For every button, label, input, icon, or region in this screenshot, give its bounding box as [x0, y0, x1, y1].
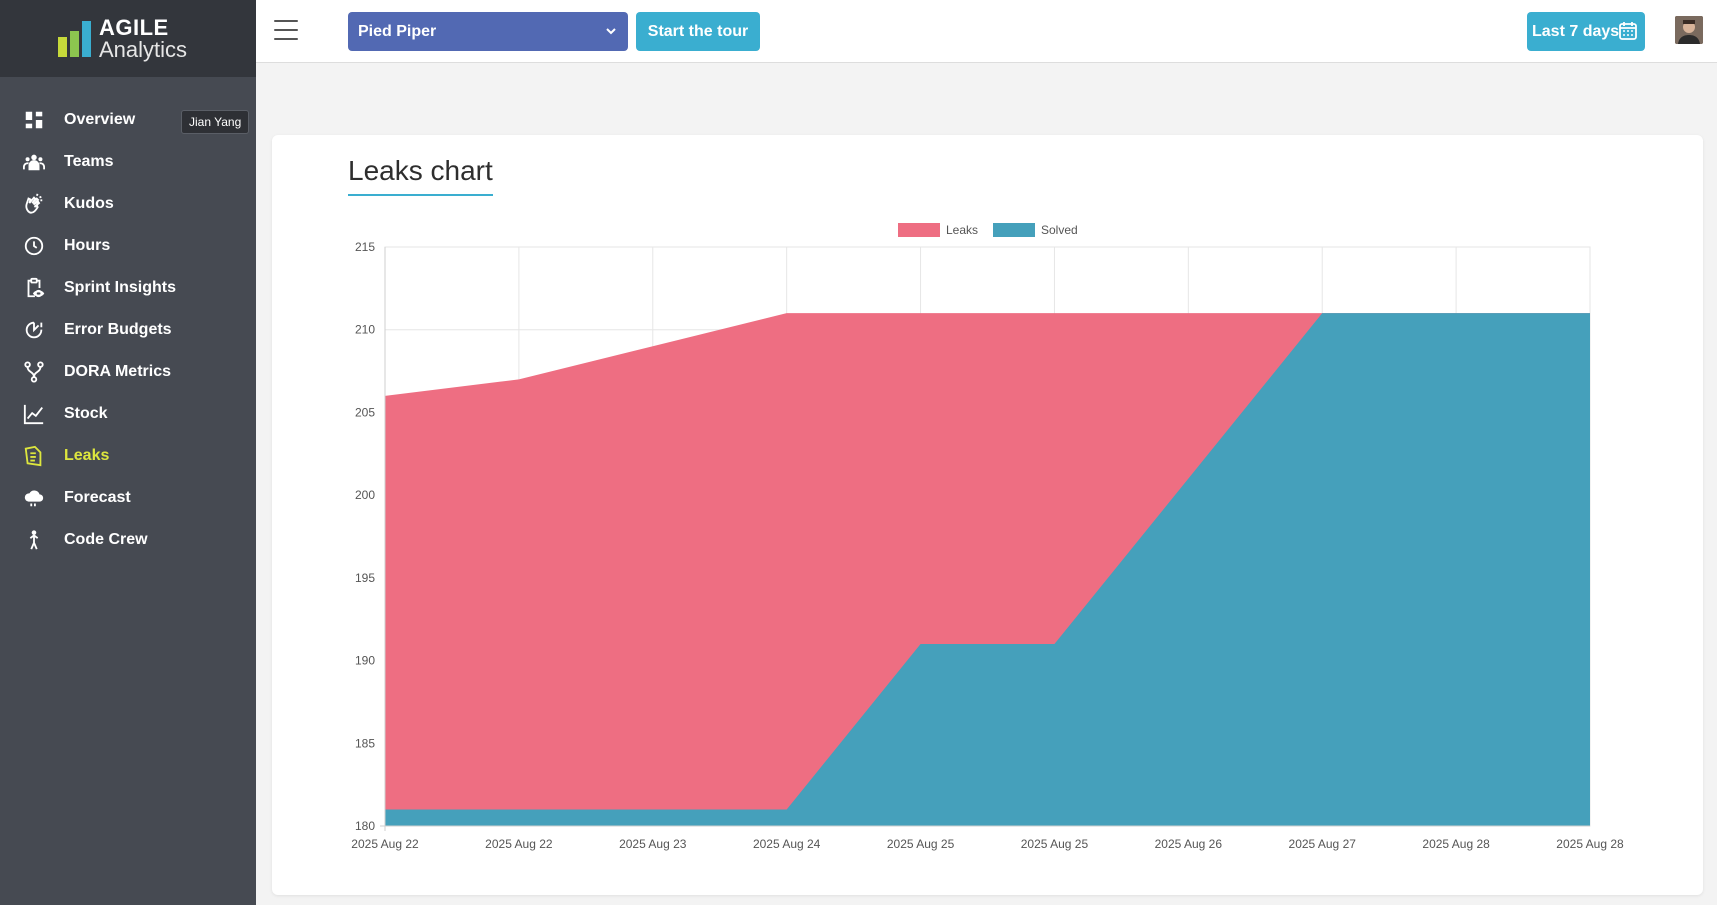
legend-label-leaks: Leaks [946, 223, 978, 237]
sidebar-item-code-crew[interactable]: Code Crew [0, 519, 256, 561]
sidebar-item-label: Code Crew [64, 531, 148, 548]
card-title: Leaks chart [348, 155, 493, 196]
calendar-icon [1619, 22, 1637, 40]
clipboard-eye-icon [22, 276, 46, 300]
branch-icon [22, 360, 46, 384]
series-area-solved [385, 313, 1590, 826]
x-tick-label: 2025 Aug 22 [485, 837, 553, 851]
logo[interactable]: AGILE Analytics [0, 0, 256, 77]
x-tick-label: 2025 Aug 25 [887, 837, 955, 851]
y-tick-label: 205 [355, 405, 375, 419]
x-tick-label: 2025 Aug 28 [1422, 837, 1490, 851]
sidebar-item-leaks[interactable]: Leaks [0, 435, 256, 477]
y-tick-label: 215 [355, 240, 375, 254]
x-tick-label: 2025 Aug 23 [619, 837, 687, 851]
line-chart-icon [22, 402, 46, 426]
user-tooltip: Jian Yang [181, 110, 250, 134]
logo-line1: AGILE [99, 14, 169, 40]
sidebar-item-label: Forecast [64, 489, 131, 506]
sidebar-item-label: Hours [64, 237, 111, 254]
logo-line2: Analytics [99, 36, 188, 62]
sidebar-item-sprint-insights[interactable]: Sprint Insights [0, 267, 256, 309]
date-range-label: Last 7 days [1532, 22, 1620, 40]
date-range-button[interactable]: Last 7 days [1527, 12, 1645, 51]
sidebar-item-label: Sprint Insights [64, 279, 176, 296]
sidebar-item-forecast[interactable]: Forecast [0, 477, 256, 519]
sidebar-item-label: Kudos [64, 195, 114, 212]
sidebar-item-label: Error Budgets [64, 321, 172, 338]
sidebar-item-hours[interactable]: Hours [0, 225, 256, 267]
x-tick-label: 2025 Aug 25 [1021, 837, 1089, 851]
clock-icon [22, 234, 46, 258]
team-select[interactable]: Pied Piper [348, 12, 628, 51]
sidebar-item-label: DORA Metrics [64, 363, 171, 380]
sidebar-item-label: Leaks [64, 447, 110, 464]
clapping-hands-icon [22, 192, 46, 216]
sidebar-item-label: Stock [64, 405, 108, 422]
sidebar-item-kudos[interactable]: Kudos [0, 183, 256, 225]
y-tick-label: 210 [355, 323, 375, 337]
leaks-chart-card: 180 185 190 195 200 205 210 215 2025 Aug 22 2025 … [272, 135, 1703, 895]
team-select-value: Pied Piper [358, 22, 437, 40]
sidebar-item-dora-metrics[interactable]: DORA Metrics [0, 351, 256, 393]
sidebar-item-stock[interactable]: Stock [0, 393, 256, 435]
y-tick-label: 180 [355, 819, 375, 833]
y-tick-label: 190 [355, 654, 375, 668]
x-tick-label: 2025 Aug 27 [1289, 837, 1357, 851]
top-bar: Pied Piper Start the tour Last 7 days [256, 0, 1717, 63]
x-tick-label: 2025 Aug 26 [1155, 837, 1223, 851]
sidebar-item-label: Overview [64, 111, 136, 128]
x-tick-label: 2025 Aug 24 [753, 837, 821, 851]
teams-icon [22, 150, 46, 174]
error-budget-gauge-icon [22, 318, 46, 342]
y-tick-label: 185 [355, 736, 375, 750]
person-icon [22, 528, 46, 552]
leaks-chart: 180 185 190 195 200 205 210 215 2025 Aug 22 2025 … [351, 223, 1624, 851]
x-tick-label: 2025 Aug 22 [351, 837, 419, 851]
y-tick-label: 195 [355, 571, 375, 585]
y-tick-label: 200 [355, 488, 375, 502]
user-avatar[interactable] [1675, 16, 1703, 44]
hamburger-menu-icon[interactable] [274, 20, 298, 40]
sidebar-item-teams[interactable]: Teams [0, 141, 256, 183]
sidebar-item-label: Teams [64, 153, 114, 170]
sidebar: AGILE Analytics Overview Teams [0, 0, 256, 905]
sidebar-item-overview[interactable]: Overview [0, 99, 256, 141]
logo-bars-icon [58, 20, 91, 57]
dashboard-icon [22, 108, 46, 132]
sidebar-item-error-budgets[interactable]: Error Budgets [0, 309, 256, 351]
legend-label-solved: Solved [1041, 223, 1078, 237]
chevron-down-icon [606, 28, 616, 35]
legend-swatch-solved [993, 223, 1035, 237]
cloud-icon [22, 486, 46, 510]
start-tour-button[interactable]: Start the tour [636, 12, 760, 51]
sidebar-nav: Overview Teams Kudos Hours [0, 77, 256, 561]
legend-swatch-leaks [898, 223, 940, 237]
leaks-icon [22, 444, 46, 468]
x-tick-label: 2025 Aug 28 [1556, 837, 1624, 851]
